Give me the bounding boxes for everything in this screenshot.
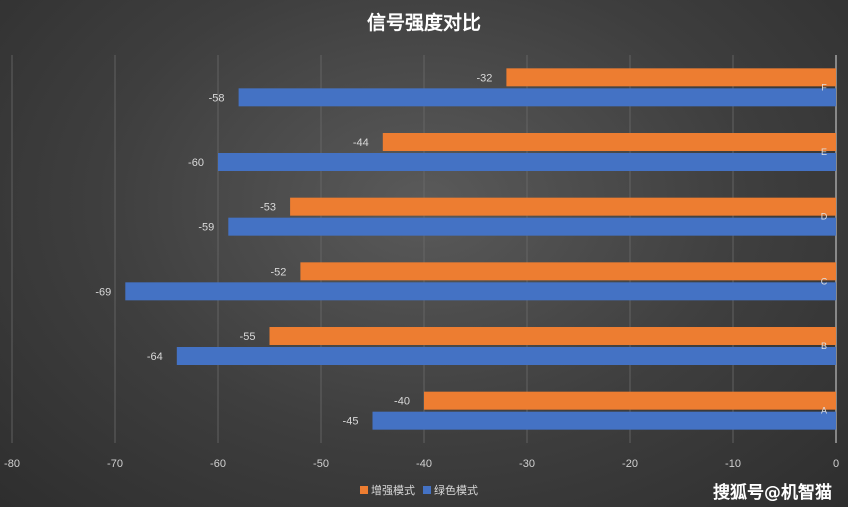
x-tick-label: -70 xyxy=(107,458,123,470)
x-tick-label: -20 xyxy=(622,458,638,470)
category-label: D xyxy=(821,212,828,222)
category-label: A xyxy=(821,406,827,416)
legend-label-enhanced: 增强模式 xyxy=(371,484,415,497)
x-tick-label: 0 xyxy=(833,458,839,470)
legend-swatch-enhanced xyxy=(360,486,368,494)
data-label: -59 xyxy=(198,222,214,234)
legend-label-green: 绿色模式 xyxy=(434,484,478,497)
data-label: -53 xyxy=(260,202,276,214)
bar xyxy=(300,262,836,281)
bar xyxy=(382,133,836,151)
data-label: -60 xyxy=(188,157,204,169)
x-tick-label: -50 xyxy=(313,458,329,470)
data-label: -32 xyxy=(476,72,492,84)
bar xyxy=(372,411,836,430)
category-label: C xyxy=(821,276,828,286)
legend-item-enhanced: 增强模式 xyxy=(360,482,415,498)
bar xyxy=(228,217,837,236)
data-label: -45 xyxy=(343,416,359,428)
legend: 增强模式 绿色模式 xyxy=(360,482,482,498)
data-label: -40 xyxy=(394,396,410,408)
data-label: -69 xyxy=(95,286,111,298)
bar xyxy=(269,327,836,345)
category-label: B xyxy=(821,341,827,351)
bar xyxy=(238,88,837,107)
data-label: -64 xyxy=(147,351,163,363)
x-tick-label: -40 xyxy=(416,458,432,470)
category-label: E xyxy=(821,147,827,157)
data-label: -58 xyxy=(209,92,225,104)
bar xyxy=(176,347,837,365)
legend-item-green: 绿色模式 xyxy=(423,482,478,498)
watermark: 搜狐号@机智猫 xyxy=(713,483,832,503)
bar xyxy=(290,197,837,216)
x-tick-label: -10 xyxy=(725,458,741,470)
x-tick-label: -80 xyxy=(4,458,20,470)
bar xyxy=(125,282,837,301)
chart-title: 信号强度对比 xyxy=(366,12,481,34)
data-label: -52 xyxy=(270,266,286,278)
legend-swatch-green xyxy=(423,486,431,494)
data-label: -55 xyxy=(240,331,256,343)
bar xyxy=(218,153,836,171)
data-label: -44 xyxy=(353,137,369,149)
x-tick-label: -60 xyxy=(210,458,226,470)
x-tick-label: -30 xyxy=(519,458,535,470)
bar xyxy=(506,68,836,87)
bar xyxy=(424,391,836,410)
category-label: F xyxy=(821,82,827,92)
